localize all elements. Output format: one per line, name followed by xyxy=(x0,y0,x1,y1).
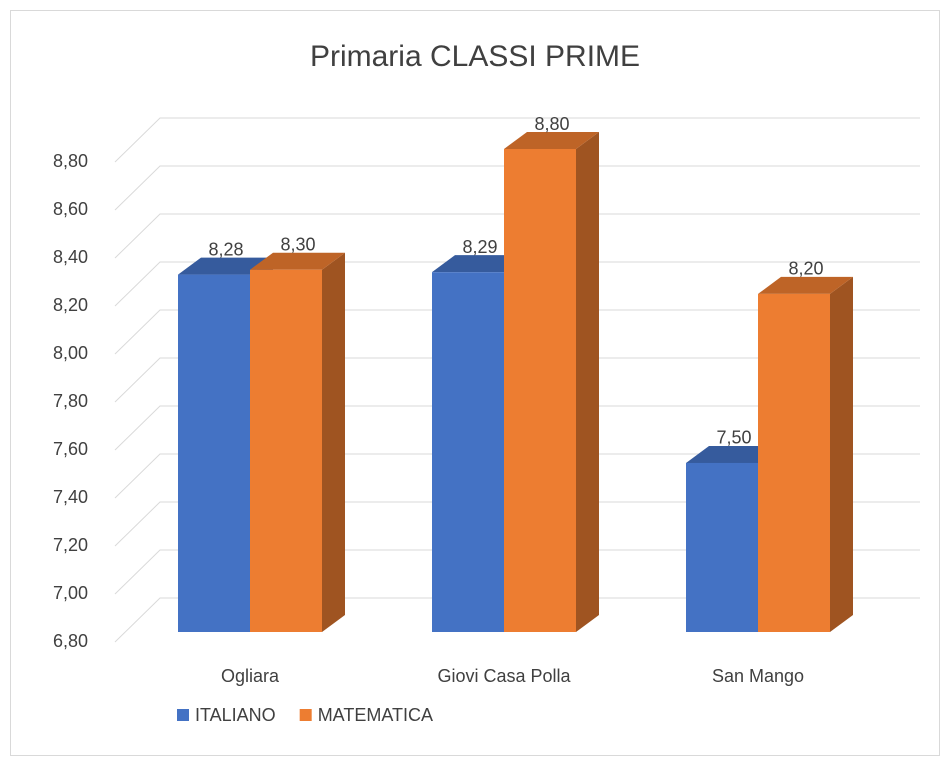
bar xyxy=(178,274,250,632)
bar-top xyxy=(686,445,781,463)
y-tick-label: 8,80 xyxy=(53,151,88,171)
grid-line xyxy=(114,453,920,499)
bar-top xyxy=(250,252,345,270)
grid-line xyxy=(114,597,920,643)
y-tick-label: 7,40 xyxy=(53,487,88,507)
y-tick-label: 8,20 xyxy=(53,295,88,315)
y-tick-label: 7,60 xyxy=(53,439,88,459)
grid-line xyxy=(114,309,920,355)
y-tick-label: 8,40 xyxy=(53,247,88,267)
bar-top xyxy=(758,276,853,294)
bar-side xyxy=(830,276,853,632)
bar-side xyxy=(322,252,345,632)
data-label: 8,30 xyxy=(280,235,315,255)
grid-line xyxy=(114,405,920,451)
bar xyxy=(758,293,830,632)
grid-line xyxy=(114,501,920,547)
chart-title: Primaria CLASSI PRIME xyxy=(310,40,640,73)
bar xyxy=(686,462,758,632)
legend-label: ITALIANO xyxy=(195,705,276,725)
y-tick-label: 8,60 xyxy=(53,199,88,219)
grid-line xyxy=(114,165,920,211)
data-label: 8,20 xyxy=(788,259,823,279)
data-label: 8,80 xyxy=(534,114,569,134)
grid-line xyxy=(114,213,920,259)
legend-swatch xyxy=(177,709,189,721)
bar-top xyxy=(178,257,273,275)
bar xyxy=(504,149,576,632)
legend-swatch xyxy=(299,709,312,721)
bar-side xyxy=(576,132,599,632)
data-label: 8,29 xyxy=(462,237,497,257)
grid-line xyxy=(114,261,920,307)
y-tick-label: 7,80 xyxy=(53,391,88,411)
grid-line xyxy=(114,117,920,163)
x-tick-label: Giovi Casa Polla xyxy=(437,666,571,686)
bar xyxy=(250,269,322,632)
y-tick-label: 6,80 xyxy=(53,631,88,651)
y-tick-label: 8,00 xyxy=(53,343,88,363)
legend-label: MATEMATICA xyxy=(318,705,433,725)
y-tick-label: 7,00 xyxy=(53,583,88,603)
x-tick-label: Ogliara xyxy=(221,666,280,686)
data-label: 7,50 xyxy=(716,428,751,448)
y-tick-label: 7,20 xyxy=(53,535,88,555)
grid-line xyxy=(114,357,920,403)
grid-line xyxy=(114,549,920,595)
bar-top xyxy=(504,132,599,149)
bar xyxy=(432,272,504,632)
bar-top xyxy=(432,255,527,273)
data-label: 8,28 xyxy=(208,239,243,259)
x-tick-label: San Mango xyxy=(712,666,804,686)
